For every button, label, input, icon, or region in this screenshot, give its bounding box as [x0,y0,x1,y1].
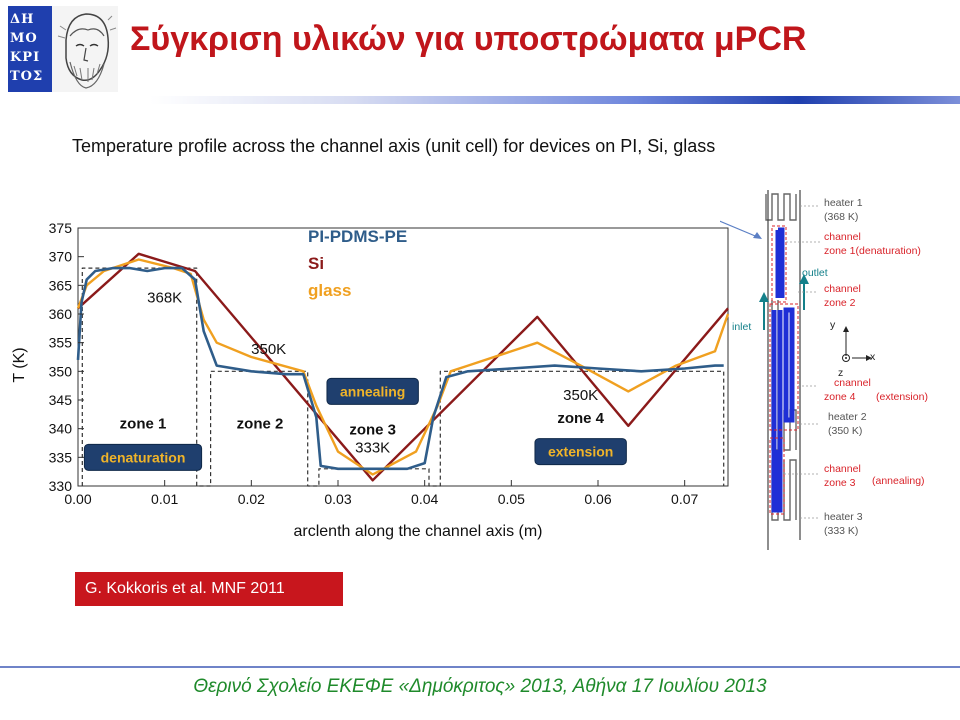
chart-series-group [76,252,730,487]
series-line-glass [76,258,730,476]
x-tick-label: 0.02 [238,491,265,507]
series-line-pi-pdms-pe [76,266,724,471]
axis-y-label: y [830,319,836,331]
channel-zone4-desc: (extension) [876,391,928,403]
heater2-temp: (350 K) [828,425,862,437]
x-tick-label: 0.03 [324,491,351,507]
channel-path [771,227,795,513]
legend-entry: glass [308,281,351,300]
zone-box-denaturation [83,443,203,471]
series-line-si [77,252,729,482]
axis-z-icon [842,354,850,362]
heater1-label: heater 1 [824,197,863,209]
channel-zone4-label: cnannel [834,377,871,389]
y-axis-label: T (K) [11,347,28,382]
zone-box-annealing [326,377,419,405]
x-tick-label: 0.06 [584,491,611,507]
zone-outlines [769,225,799,515]
logo-blue-block: ΔΗ ΜΟ ΚΡΙ ΤΟΣ [8,6,52,92]
zone-box-label: extension [548,444,613,460]
y-tick-label: 355 [49,335,73,351]
x-axis-label: arclenth along the channel axis (m) [293,523,542,540]
series-setpoint-line [81,267,725,487]
pointer-arrowhead [753,232,762,239]
x-tick-label: 0.00 [64,491,91,507]
channel-zone3-label: channel [824,463,861,475]
y-tick-label: 375 [49,220,73,236]
portrait-sketch-icon [52,6,118,92]
chart-annotation: zone 1 [120,416,167,433]
y-tick-label: 370 [49,249,73,265]
chart-ticks-group: 330 335 340 345 350 355 360 365 370 375 0.00 0.01 0.… [49,220,699,507]
zone-box-label: denaturation [101,449,186,465]
heater2-label: heater 2 [828,411,867,423]
chart-annotation: 350K [563,387,598,404]
y-tick-label: 340 [49,421,73,437]
chart-annotation: zone 3 [349,421,396,438]
heater3-label: heater 3 [824,511,863,523]
channel-zone1-name: zone 1(denaturation) [824,245,921,257]
chart-annotations-group: 368K 350K 333K 350K zone 1 zone 2 zone 3 zone 4… [83,290,627,471]
zone-box-extension [534,438,627,466]
heater1-temp: (368 K) [824,211,858,223]
y-tick-label: 360 [49,306,73,322]
channel-zone3-desc: (annealing) [872,475,925,487]
y-tick-label: 330 [49,478,73,494]
axis-x-label: x [870,351,876,363]
x-tick-label: 0.05 [498,491,525,507]
zone-box-label: annealing [340,383,405,399]
y-tick-label: 365 [49,277,73,293]
axis-z-label: z [838,367,843,379]
channel-zone2-label: channel [824,283,861,295]
y-tick-label: 350 [49,363,73,379]
inlet-label: inlet [732,321,751,333]
channel-zone3-name: zone 3 [824,477,856,489]
footer-divider [0,666,960,668]
logo-lettering: ΔΗ ΜΟ ΚΡΙ ΤΟΣ [10,12,44,84]
x-tick-label: 0.07 [671,491,698,507]
y-tick-label: 335 [49,449,73,465]
heater3-temp: (333 K) [824,525,858,537]
label-leader-lines [784,205,820,519]
channel-zone2-name: zone 2 [824,297,856,309]
y-tick-label: 345 [49,392,73,408]
chart-annotation: zone 2 [237,416,284,433]
chart-annotation: zone 4 [557,410,604,427]
caption-pointer-arrow [720,220,761,239]
slide-title: Σύγκριση υλικών για υποστρώματα μPCR [130,20,807,58]
outlet-label: outlet [802,267,828,279]
slide-caption: Temperature profile across the channel a… [72,136,716,156]
citation-box: G. Kokkoris et al. MNF 2011 [75,572,343,606]
temperature-profile-chart: 330 335 340 345 350 355 360 365 370 375 0.00 0.01 0.… [11,220,730,540]
title-underline-bar [150,96,960,104]
chart-annotation: 350K [251,341,286,358]
x-tick-label: 0.04 [411,491,438,507]
x-tick-label: 0.01 [151,491,178,507]
channel-zone1-label: channel [824,231,861,243]
chart-legend: PI-PDMS-PE Si glass [308,227,407,300]
device-schematic: heater 1 (368 K) channel zone 1(denatura… [720,190,928,550]
chart-annotation: 368K [147,290,182,307]
demokritos-logo: ΔΗ ΜΟ ΚΡΙ ΤΟΣ [8,6,118,92]
channel-zone4-name: zone 4 [824,391,856,403]
chart-annotation: 333K [355,440,390,457]
legend-entry: PI-PDMS-PE [308,227,407,246]
legend-entry: Si [308,254,324,273]
footer-text: Θερινό Σχολείο ΕΚΕΦΕ «Δημόκριτος» 2013, … [193,676,767,697]
